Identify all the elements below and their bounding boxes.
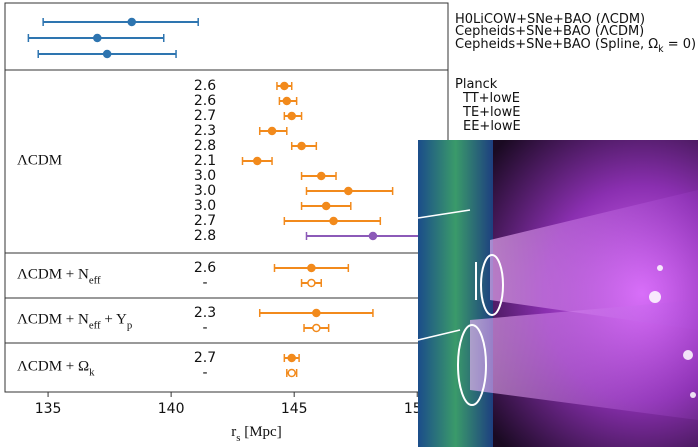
point bbox=[323, 203, 330, 210]
group-label: ΛCDM + Neff + Yp bbox=[17, 312, 132, 332]
row-label: 3.0 bbox=[194, 198, 216, 214]
x-tick-label: 145 bbox=[281, 401, 308, 417]
group-label-part: p bbox=[127, 320, 132, 332]
row-label: 2.6 bbox=[194, 260, 216, 276]
legend-entry-part: Planck bbox=[455, 77, 498, 92]
group-label: ΛCDM + Ωk bbox=[17, 359, 95, 379]
point bbox=[313, 310, 320, 317]
illustration bbox=[418, 140, 698, 447]
group-label-part: ΛCDM bbox=[17, 153, 62, 169]
point bbox=[345, 188, 352, 195]
legend-entry-part: TE+lowE bbox=[462, 105, 520, 120]
group-label-part: eff bbox=[89, 275, 101, 287]
point bbox=[298, 143, 305, 150]
point bbox=[313, 325, 320, 332]
point bbox=[288, 355, 295, 362]
row-label: 2.1 bbox=[194, 153, 216, 169]
row-label: 2.8 bbox=[194, 138, 216, 154]
point bbox=[104, 51, 111, 58]
point bbox=[308, 265, 315, 272]
point bbox=[281, 83, 288, 90]
legend-entry: TE+lowE bbox=[462, 105, 520, 120]
row-label: 2.7 bbox=[194, 350, 216, 366]
row-label: 2.3 bbox=[194, 123, 216, 139]
x-axis-label: rs [Mpc] bbox=[231, 424, 281, 444]
legend-entry: Planck bbox=[455, 77, 498, 92]
point bbox=[318, 173, 325, 180]
row-label: 2.7 bbox=[194, 213, 216, 229]
row-label: 2.6 bbox=[194, 93, 216, 109]
row-label: - bbox=[202, 275, 207, 291]
group-label: ΛCDM + Neff bbox=[17, 267, 101, 287]
group-label-part: ΛCDM + Ω bbox=[17, 359, 89, 375]
legend-entry-part: = 0) bbox=[664, 37, 697, 52]
x-tick-label: 140 bbox=[158, 401, 185, 417]
galaxy bbox=[649, 291, 661, 303]
group-label-part: + Y bbox=[101, 312, 127, 328]
row-label: - bbox=[202, 320, 207, 336]
legend-entry-part: TT+lowE bbox=[462, 91, 520, 106]
row-label: 2.3 bbox=[194, 305, 216, 321]
point bbox=[128, 19, 135, 26]
legend-entry: EE+lowE bbox=[463, 119, 521, 134]
group-label: ΛCDM bbox=[17, 153, 62, 169]
point bbox=[283, 98, 290, 105]
group-label-part: ΛCDM + N bbox=[17, 312, 89, 328]
point bbox=[308, 280, 315, 287]
row-label: - bbox=[202, 365, 207, 381]
group-label-part: ΛCDM + N bbox=[17, 267, 89, 283]
legend-entry-part: EE+lowE bbox=[463, 119, 521, 134]
galaxy bbox=[683, 350, 693, 360]
galaxy bbox=[657, 265, 663, 271]
plot-frame bbox=[5, 3, 448, 392]
row-label: 3.0 bbox=[194, 183, 216, 199]
legend-entry: Cepheids+SNe+BAO (Spline, Ωk = 0) bbox=[455, 37, 696, 56]
row-label: 3.0 bbox=[194, 168, 216, 184]
point bbox=[288, 113, 295, 120]
galaxy bbox=[690, 392, 696, 398]
point bbox=[269, 128, 276, 135]
point bbox=[288, 370, 295, 377]
row-label: 2.8 bbox=[194, 228, 216, 244]
point bbox=[369, 233, 376, 240]
x-tick-label: 135 bbox=[35, 401, 62, 417]
legend-entry-part: Cepheids+SNe+BAO (Spline, Ω bbox=[455, 37, 658, 52]
row-label: 2.7 bbox=[194, 108, 216, 124]
row-label: 2.6 bbox=[194, 78, 216, 94]
chart: ΛCDM2.62.62.72.32.82.13.03.03.02.72.8ΛCD… bbox=[0, 0, 698, 447]
group-label-part: k bbox=[89, 367, 95, 379]
group-label-part: eff bbox=[89, 320, 101, 332]
x-axis-label-part: [Mpc] bbox=[240, 424, 281, 440]
point bbox=[94, 35, 101, 42]
point bbox=[330, 218, 337, 225]
legend-entry: TT+lowE bbox=[462, 91, 520, 106]
point bbox=[254, 158, 261, 165]
